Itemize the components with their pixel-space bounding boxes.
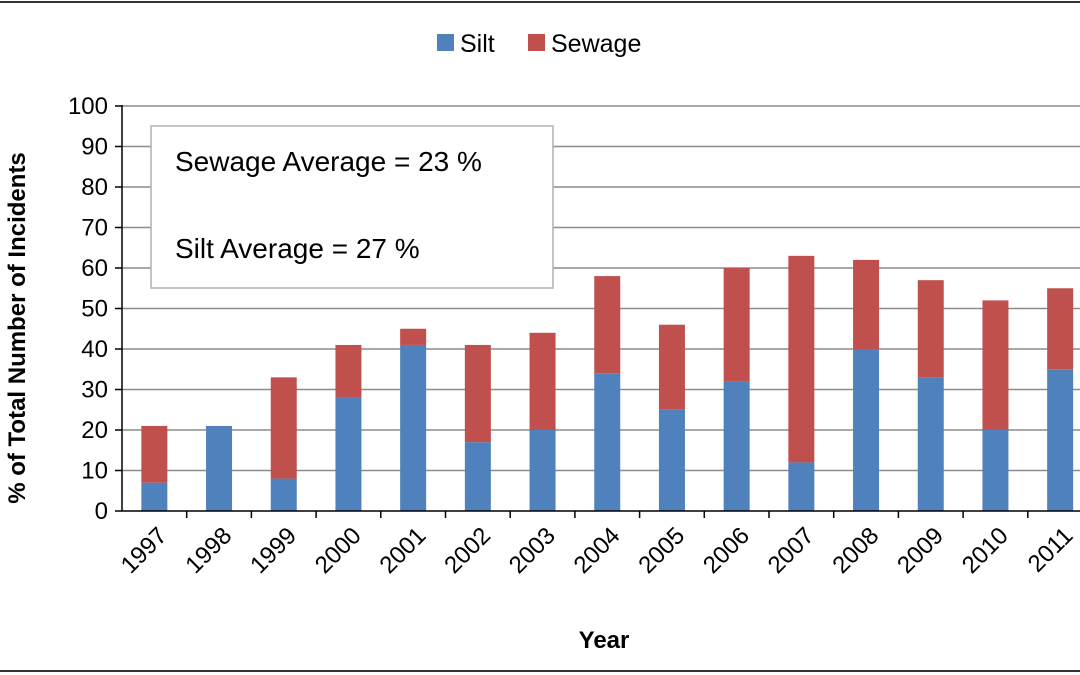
x-tick-label: 2000 (310, 522, 367, 579)
x-tick-label: 1999 (245, 522, 302, 579)
bar-sewage-2011 (1047, 288, 1074, 370)
x-tick-label: 2003 (504, 522, 561, 579)
y-tick-label: 0 (95, 498, 108, 525)
y-axis-title: % of Total Number of Incidents (4, 152, 31, 504)
bar-silt-2002 (464, 442, 491, 511)
bar-silt-2005 (658, 409, 685, 511)
legend-swatch-silt (437, 34, 454, 51)
bar-sewage-2000 (335, 344, 362, 398)
bar-sewage-2004 (594, 276, 621, 374)
y-tick-label: 90 (81, 134, 108, 161)
bar-silt-1998 (206, 425, 233, 511)
x-tick-label: 2009 (892, 522, 949, 579)
x-tick-label: 2001 (375, 522, 432, 579)
y-tick-label: 10 (81, 458, 108, 485)
x-axis-title: Year (579, 627, 630, 654)
x-tick-label: 2004 (569, 522, 626, 579)
bar-silt-2000 (335, 397, 362, 511)
x-tick-label: 1998 (180, 522, 237, 579)
bar-sewage-2007 (788, 255, 815, 463)
legend-label-silt: Silt (460, 30, 495, 58)
x-tick-label: 2010 (957, 522, 1014, 579)
y-tick-label: 100 (68, 93, 108, 120)
bar-sewage-1999 (270, 377, 297, 479)
x-axis-ticks: 1997 1998 1999 2000 2001 2002 2003 2004 2005 2006… (116, 511, 1079, 579)
bar-silt-2007 (788, 462, 815, 511)
x-tick-label: 2011 (1023, 522, 1079, 578)
y-tick-label: 60 (81, 255, 108, 282)
bar-sewage-2009 (917, 280, 944, 378)
y-tick-label: 30 (81, 377, 108, 404)
silt-average-label: Silt Average = 27 % (175, 233, 420, 264)
bar-sewage-2005 (658, 324, 685, 410)
y-tick-label: 70 (81, 215, 108, 242)
y-tick-label: 80 (81, 174, 108, 201)
x-tick-label: 2006 (698, 522, 755, 579)
bar-silt-2008 (853, 349, 880, 511)
bar-silt-1997 (141, 482, 168, 511)
x-tick-label: 2002 (439, 522, 496, 579)
bar-sewage-2006 (723, 268, 750, 382)
y-tick-label: 50 (81, 296, 108, 323)
bar-silt-2011 (1047, 369, 1074, 511)
bar-sewage-2008 (853, 259, 880, 349)
x-tick-label: 1997 (116, 522, 173, 579)
legend: Silt Sewage (437, 30, 641, 58)
annotation-box-border (150, 125, 554, 289)
y-axis-ticks: 0 10 20 30 40 50 60 70 80 90 100 (68, 93, 122, 525)
bar-silt-2009 (917, 377, 944, 511)
x-tick-label: 2007 (763, 522, 820, 579)
y-tick-label: 40 (81, 336, 108, 363)
y-tick-label: 20 (81, 417, 108, 444)
bar-silt-1999 (270, 478, 297, 511)
sewage-average-label: Sewage Average = 23 % (175, 146, 482, 177)
bar-silt-2004 (594, 373, 621, 511)
legend-label-sewage: Sewage (551, 30, 641, 58)
bar-sewage-2001 (400, 328, 427, 345)
bar-silt-2006 (723, 381, 750, 511)
x-tick-label: 2008 (827, 522, 884, 579)
bar-sewage-2003 (529, 332, 556, 430)
bar-sewage-2010 (982, 300, 1009, 430)
bar-silt-2003 (529, 430, 556, 511)
legend-swatch-sewage (528, 34, 545, 51)
bar-sewage-1997 (141, 425, 168, 483)
x-tick-label: 2005 (633, 522, 690, 579)
bar-silt-2001 (400, 344, 427, 511)
bars (141, 255, 1074, 511)
bar-sewage-2002 (464, 344, 491, 443)
averages-annotation-box: Sewage Average = 23 % Silt Average = 27 … (150, 125, 554, 289)
bar-silt-2010 (982, 430, 1009, 511)
